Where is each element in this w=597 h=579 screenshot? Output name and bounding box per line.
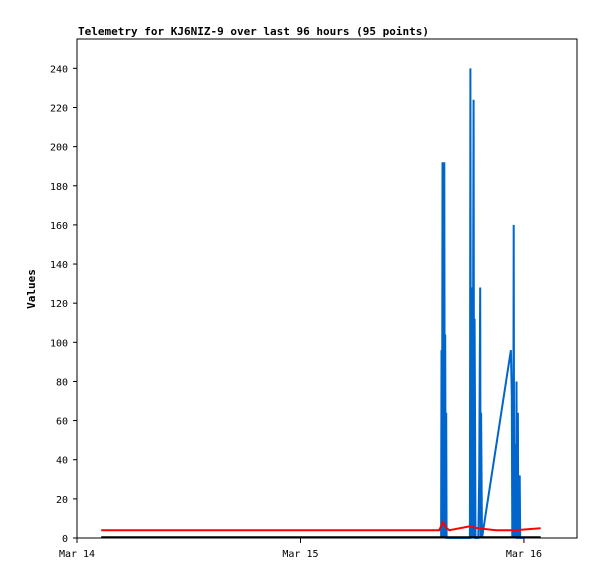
y-tick-label: 180 (50, 182, 68, 193)
y-tick-label: 200 (50, 143, 68, 154)
plot-frame (76, 38, 578, 539)
y-tick-label: 80 (56, 377, 68, 388)
series-layer (101, 68, 541, 539)
y-tick-label: 0 (62, 534, 68, 545)
y-tick-label: 220 (50, 103, 68, 114)
series-line-0 (440, 68, 523, 539)
y-tick-label: 140 (50, 260, 68, 271)
y-tick-label: 120 (50, 299, 68, 310)
y-tick-label: 240 (50, 64, 68, 75)
x-tick-label: Mar 14 (59, 549, 95, 560)
y-axis: 0 20 40 60 80 100 120 140 160 180 200 220 240 (50, 64, 77, 545)
y-tick-label: 20 (56, 495, 68, 506)
y-tick-label: 100 (50, 338, 68, 349)
y-tick-label: 60 (56, 417, 68, 428)
series-line-1 (101, 520, 541, 532)
chart-title: Telemetry for KJ6NIZ-9 over last 96 hour… (78, 25, 429, 38)
y-axis-label: Values (25, 269, 38, 309)
x-tick-label: Mar 16 (506, 549, 542, 560)
y-tick-label: 160 (50, 221, 68, 232)
x-tick-label: Mar 15 (282, 549, 318, 560)
y-tick-label: 40 (56, 456, 68, 467)
x-axis: Mar 14 Mar 15 Mar 16 (59, 538, 542, 560)
